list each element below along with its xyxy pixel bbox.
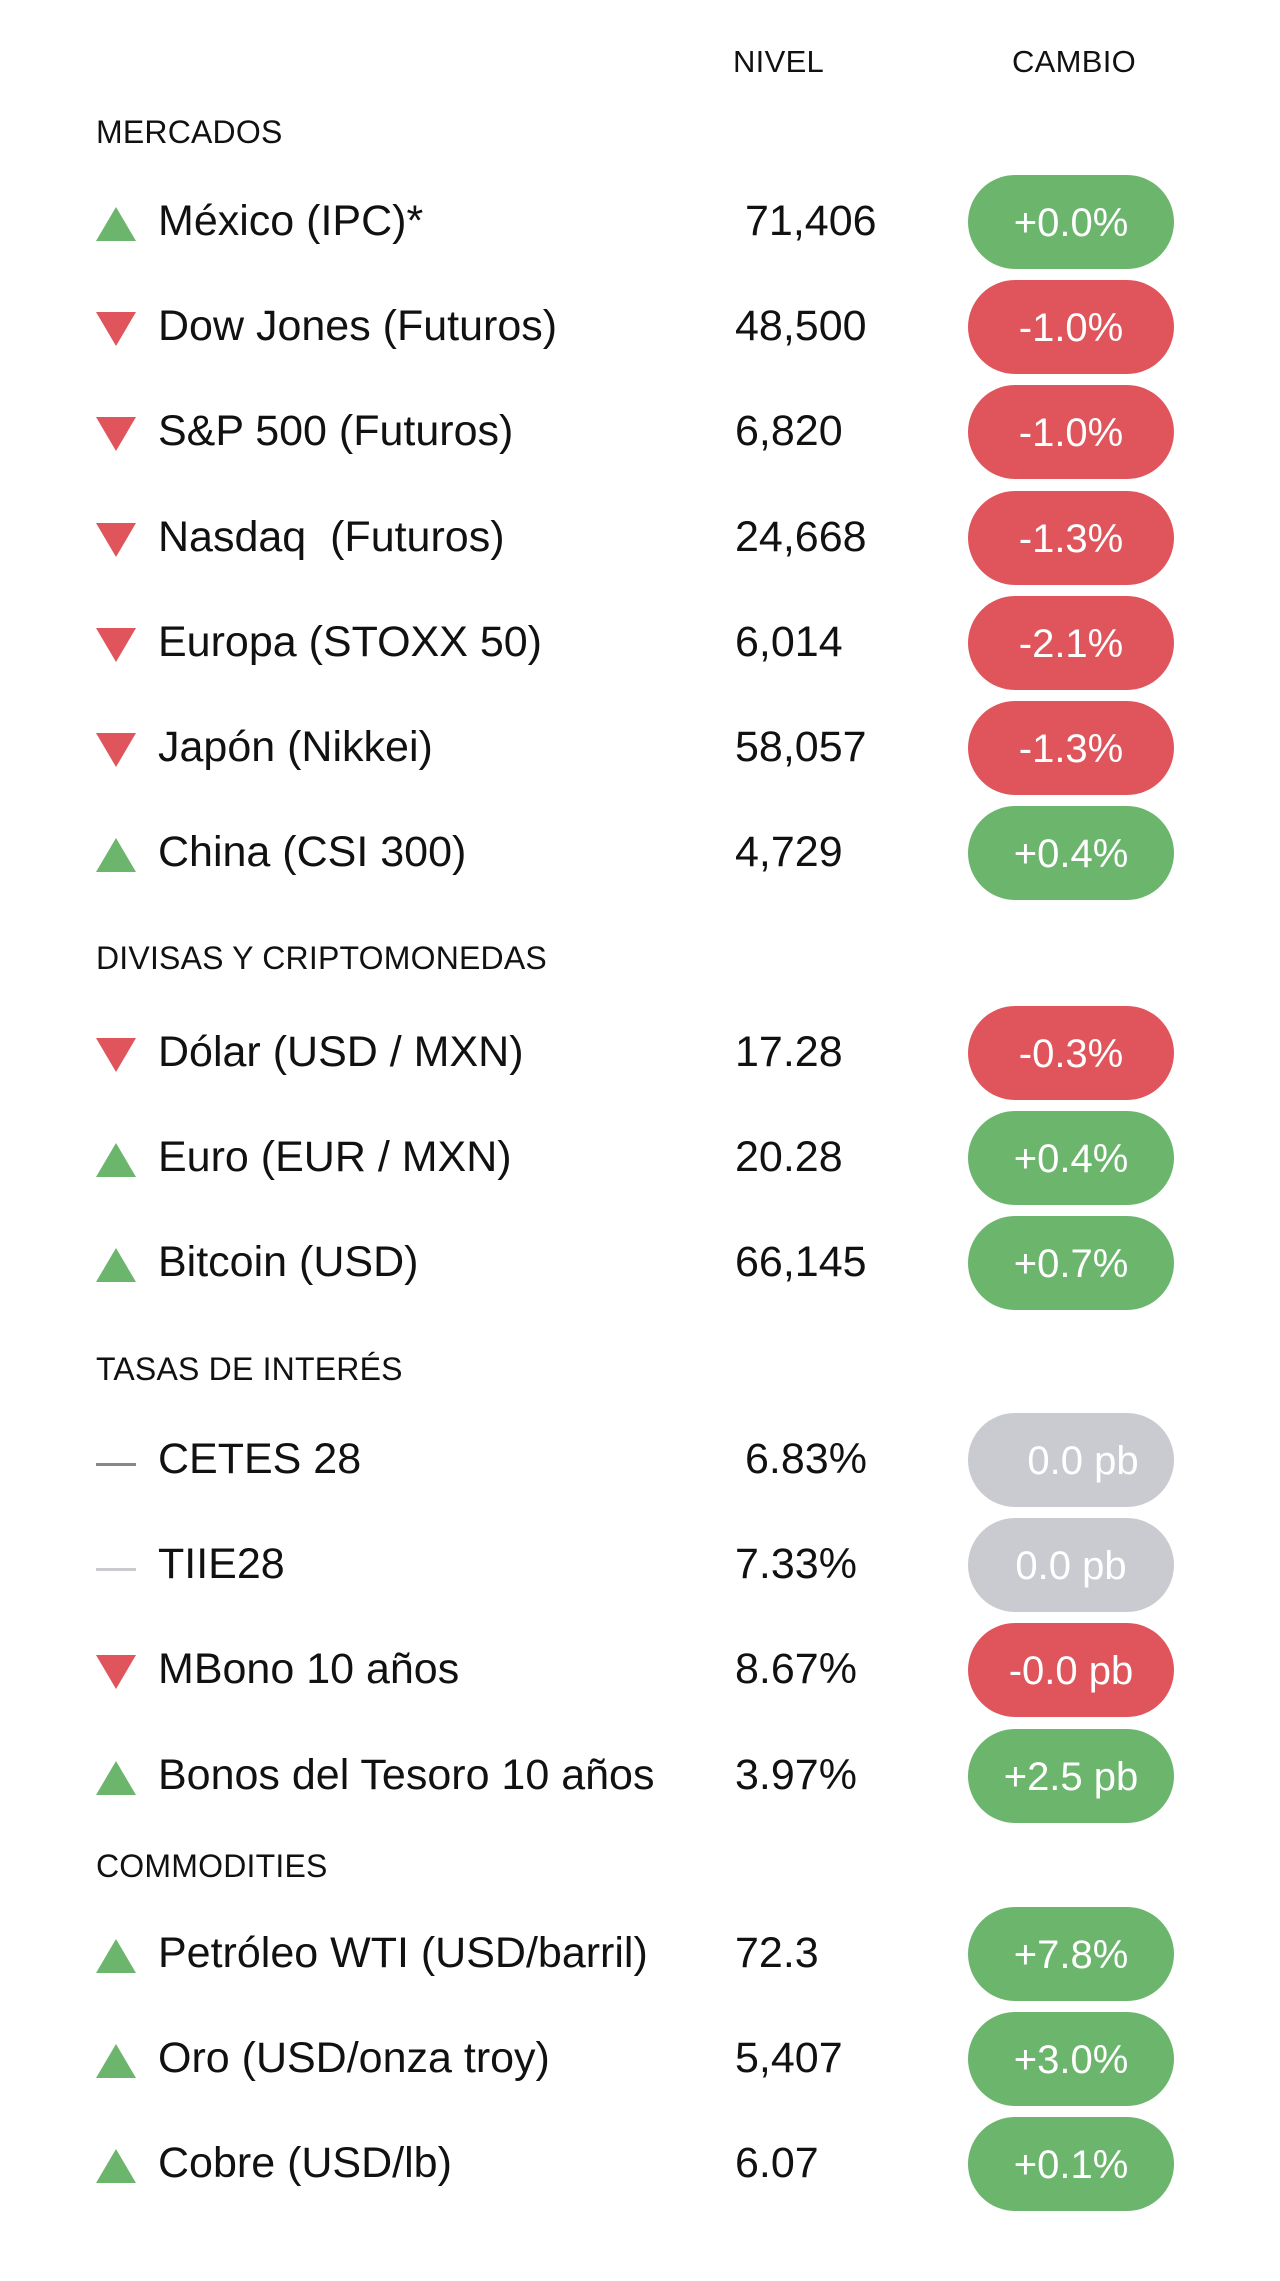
table-row: Cobre (USD/lb) 6.07 +0.1% — [0, 2114, 1280, 2211]
dash-icon — [96, 1463, 136, 1466]
triangle-up-icon — [96, 1248, 136, 1282]
instrument-level: 5,407 — [735, 2034, 843, 2082]
change-badge: +0.4% — [968, 806, 1174, 900]
table-row: Euro (EUR / MXN) 20.28 +0.4% — [0, 1108, 1280, 1205]
table-row: Bonos del Tesoro 10 años 3.97% +2.5 pb — [0, 1726, 1280, 1823]
instrument-name: Japón (Nikkei) — [158, 723, 433, 771]
instrument-level: 6,014 — [735, 618, 843, 666]
instrument-level: 8.67% — [735, 1645, 857, 1693]
change-badge: +0.1% — [968, 2117, 1174, 2211]
triangle-down-icon — [96, 312, 136, 346]
instrument-level: 6.83% — [745, 1435, 867, 1483]
table-row: Japón (Nikkei) 58,057 -1.3% — [0, 698, 1280, 795]
table-row: TIIE28 7.33% 0.0 pb — [0, 1515, 1280, 1612]
change-badge: 0.0 pb — [968, 1413, 1174, 1507]
change-badge: -0.3% — [968, 1006, 1174, 1100]
table-row: Petróleo WTI (USD/barril) 72.3 +7.8% — [0, 1904, 1280, 2001]
table-row: Dow Jones (Futuros) 48,500 -1.0% — [0, 277, 1280, 374]
triangle-down-icon — [96, 1038, 136, 1072]
instrument-name: Petróleo WTI (USD/barril) — [158, 1929, 648, 1977]
instrument-name: Dólar (USD / MXN) — [158, 1028, 524, 1076]
table-row: CETES 28 6.83% 0.0 pb — [0, 1410, 1280, 1507]
instrument-level: 6,820 — [735, 407, 843, 455]
instrument-name: Europa (STOXX 50) — [158, 618, 542, 666]
change-badge: -1.0% — [968, 280, 1174, 374]
triangle-down-icon — [96, 1655, 136, 1689]
instrument-level: 20.28 — [735, 1133, 843, 1181]
triangle-up-icon — [96, 838, 136, 872]
change-badge: +3.0% — [968, 2012, 1174, 2106]
instrument-level: 4,729 — [735, 828, 843, 876]
triangle-up-icon — [96, 1761, 136, 1795]
instrument-name: China (CSI 300) — [158, 828, 467, 876]
change-badge: +0.0% — [968, 175, 1174, 269]
triangle-up-icon — [96, 2044, 136, 2078]
column-header-nivel: NIVEL — [733, 44, 825, 79]
instrument-level: 3.97% — [735, 1751, 857, 1799]
section-title-divisas: DIVISAS Y CRIPTOMONEDAS — [96, 940, 547, 976]
table-row: Oro (USD/onza troy) 5,407 +3.0% — [0, 2009, 1280, 2106]
dash-icon — [96, 1568, 136, 1571]
change-badge: -1.0% — [968, 385, 1174, 479]
instrument-name: Cobre (USD/lb) — [158, 2139, 452, 2187]
instrument-name: Bonos del Tesoro 10 años — [158, 1751, 655, 1799]
instrument-level: 66,145 — [735, 1238, 867, 1286]
change-badge: -1.3% — [968, 491, 1174, 585]
table-row: México (IPC)* 71,406 +0.0% — [0, 172, 1280, 269]
instrument-name: Euro (EUR / MXN) — [158, 1133, 512, 1181]
table-row: MBono 10 años 8.67% -0.0 pb — [0, 1620, 1280, 1717]
table-row: Dólar (USD / MXN) 17.28 -0.3% — [0, 1003, 1280, 1100]
instrument-name: CETES 28 — [158, 1435, 362, 1483]
instrument-level: 7.33% — [735, 1540, 857, 1588]
change-badge: -0.0 pb — [968, 1623, 1174, 1717]
triangle-down-icon — [96, 733, 136, 767]
instrument-level: 72.3 — [735, 1929, 819, 1977]
instrument-level: 48,500 — [735, 302, 867, 350]
section-title-tasas: TASAS DE INTERÉS — [96, 1351, 403, 1387]
triangle-down-icon — [96, 417, 136, 451]
instrument-name: Oro (USD/onza troy) — [158, 2034, 550, 2082]
instrument-name: Bitcoin (USD) — [158, 1238, 419, 1286]
table-row: Europa (STOXX 50) 6,014 -2.1% — [0, 593, 1280, 690]
section-title-mercados: MERCADOS — [96, 114, 283, 150]
table-row: China (CSI 300) 4,729 +0.4% — [0, 803, 1280, 900]
column-header-cambio: CAMBIO — [1012, 44, 1137, 79]
instrument-name: Dow Jones (Futuros) — [158, 302, 558, 350]
change-badge: +7.8% — [968, 1907, 1174, 2001]
triangle-down-icon — [96, 523, 136, 557]
change-badge: -1.3% — [968, 701, 1174, 795]
instrument-level: 58,057 — [735, 723, 867, 771]
triangle-up-icon — [96, 2149, 136, 2183]
instrument-level: 24,668 — [735, 513, 867, 561]
change-badge: +2.5 pb — [968, 1729, 1174, 1823]
triangle-up-icon — [96, 207, 136, 241]
table-row: Bitcoin (USD) 66,145 +0.7% — [0, 1213, 1280, 1310]
change-badge: +0.7% — [968, 1216, 1174, 1310]
instrument-level: 6.07 — [735, 2139, 819, 2187]
instrument-name: MBono 10 años — [158, 1645, 460, 1693]
instrument-level: 71,406 — [745, 197, 877, 245]
instrument-level: 17.28 — [735, 1028, 843, 1076]
triangle-up-icon — [96, 1143, 136, 1177]
instrument-name: Nasdaq (Futuros) — [158, 513, 505, 561]
change-badge: -2.1% — [968, 596, 1174, 690]
triangle-down-icon — [96, 628, 136, 662]
triangle-up-icon — [96, 1939, 136, 1973]
instrument-name: TIIE28 — [158, 1540, 285, 1588]
change-badge: 0.0 pb — [968, 1518, 1174, 1612]
table-row: Nasdaq (Futuros) 24,668 -1.3% — [0, 488, 1280, 585]
instrument-name: México (IPC)* — [158, 197, 424, 245]
instrument-name: S&P 500 (Futuros) — [158, 407, 514, 455]
table-row: S&P 500 (Futuros) 6,820 -1.0% — [0, 382, 1280, 479]
change-badge: +0.4% — [968, 1111, 1174, 1205]
section-title-commodities: COMMODITIES — [96, 1848, 328, 1884]
